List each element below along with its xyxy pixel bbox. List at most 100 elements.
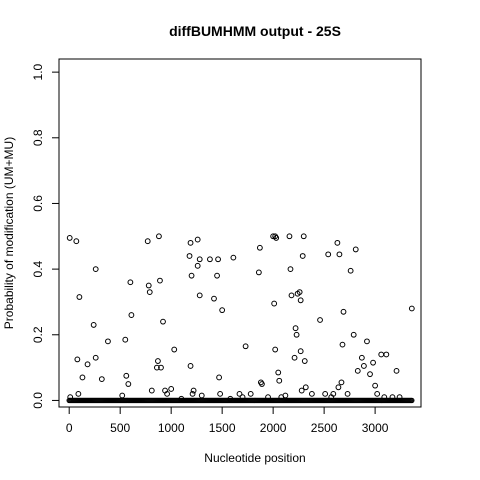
- data-point: [247, 390, 254, 397]
- data-point: [293, 331, 300, 338]
- data-point: [187, 239, 194, 246]
- data-point: [347, 267, 354, 274]
- data-point: [299, 253, 306, 259]
- x-tick-label: 2500: [311, 421, 338, 435]
- data-point: [190, 387, 197, 394]
- data-point: [145, 282, 152, 289]
- data-point: [123, 372, 130, 379]
- data-point: [256, 244, 263, 251]
- data-point: [198, 392, 205, 399]
- data-point: [287, 266, 294, 273]
- data-point: [291, 354, 298, 361]
- data-point: [297, 297, 304, 304]
- data-point: [288, 292, 295, 299]
- x-axis: 0 500 1000 1500 2000 2500 3000: [66, 406, 389, 435]
- y-tick-label: 0.4: [31, 260, 45, 277]
- data-point: [239, 394, 246, 401]
- data-point: [271, 300, 278, 307]
- data-point: [339, 341, 346, 348]
- data-point: [219, 307, 226, 314]
- plot-frame: [58, 58, 422, 408]
- data-point: [270, 233, 277, 240]
- data-point: [230, 254, 237, 261]
- data-point: [298, 387, 305, 394]
- x-tick-label: 0: [66, 421, 73, 435]
- data-point: [370, 359, 376, 366]
- data-point: [330, 390, 337, 397]
- data-point: [186, 253, 193, 259]
- x-axis-label: Nucleotide position: [204, 451, 305, 465]
- y-tick-label: 0.6: [31, 195, 45, 212]
- data-point: [236, 390, 243, 397]
- data-point: [196, 292, 203, 299]
- x-tick-label: 1500: [209, 421, 236, 435]
- data-point: [196, 256, 203, 263]
- data-point: [76, 294, 83, 300]
- data-point: [153, 364, 160, 371]
- data-point: [171, 346, 178, 353]
- x-tick-label: 1000: [158, 421, 185, 435]
- data-point: [322, 390, 329, 397]
- data-point: [383, 351, 390, 358]
- data-point: [282, 392, 289, 399]
- data-point: [272, 346, 279, 353]
- data-point: [259, 381, 265, 387]
- data-point: [350, 331, 357, 338]
- data-point: [360, 363, 367, 369]
- data-point: [92, 354, 99, 361]
- data-point: [189, 390, 196, 397]
- data-point: [334, 239, 341, 246]
- y-axis-label: Probability of modification (UM+MU): [2, 137, 16, 329]
- y-tick-label: 0.0: [31, 392, 45, 409]
- data-point: [340, 308, 347, 315]
- x-tick-label: 3000: [362, 421, 389, 435]
- data-point: [84, 361, 91, 368]
- data-point: [336, 251, 343, 258]
- data-point: [128, 312, 135, 318]
- data-point: [389, 394, 396, 401]
- y-tick-label: 0.8: [31, 129, 45, 146]
- data-point: [194, 236, 201, 243]
- data-point: [127, 279, 134, 286]
- data-point: [92, 266, 99, 273]
- data-point: [242, 343, 249, 350]
- data-point: [292, 325, 299, 332]
- data-point: [188, 272, 195, 279]
- data-point: [98, 376, 105, 382]
- data-point: [300, 233, 307, 240]
- data-point: [214, 272, 220, 279]
- data-point: [67, 394, 74, 401]
- data-point: [217, 390, 224, 397]
- data-point: [105, 338, 111, 345]
- data-point: [378, 351, 385, 358]
- data-point: [301, 358, 308, 364]
- data-point: [275, 369, 282, 376]
- data-point: [155, 358, 161, 364]
- data-point: [207, 256, 213, 263]
- data-point: [119, 392, 126, 399]
- y-axis: 0.0 0.2 0.4 0.6 0.8 1.0: [31, 63, 60, 409]
- data-point: [146, 289, 153, 295]
- data-point: [125, 381, 132, 387]
- data-point: [381, 394, 388, 401]
- y-tick-label: 0.2: [31, 326, 45, 343]
- data-point: [338, 379, 345, 386]
- x-tick-label: 2000: [260, 421, 287, 435]
- y-tick-label: 1.0: [31, 63, 45, 80]
- data-point: [160, 318, 166, 325]
- data-point: [187, 363, 194, 369]
- data-point: [273, 235, 280, 241]
- data-point: [215, 256, 221, 263]
- data-point: [73, 238, 80, 245]
- data-point: [296, 289, 303, 295]
- data-point: [265, 394, 271, 401]
- data-point: [157, 277, 163, 284]
- data-point: [358, 354, 365, 361]
- data-point: [156, 233, 162, 240]
- data-point: [178, 395, 185, 402]
- data-point: [372, 382, 379, 389]
- data-point: [158, 364, 164, 371]
- data-point: [216, 374, 222, 381]
- data-point: [227, 395, 234, 402]
- data-point: [74, 356, 81, 363]
